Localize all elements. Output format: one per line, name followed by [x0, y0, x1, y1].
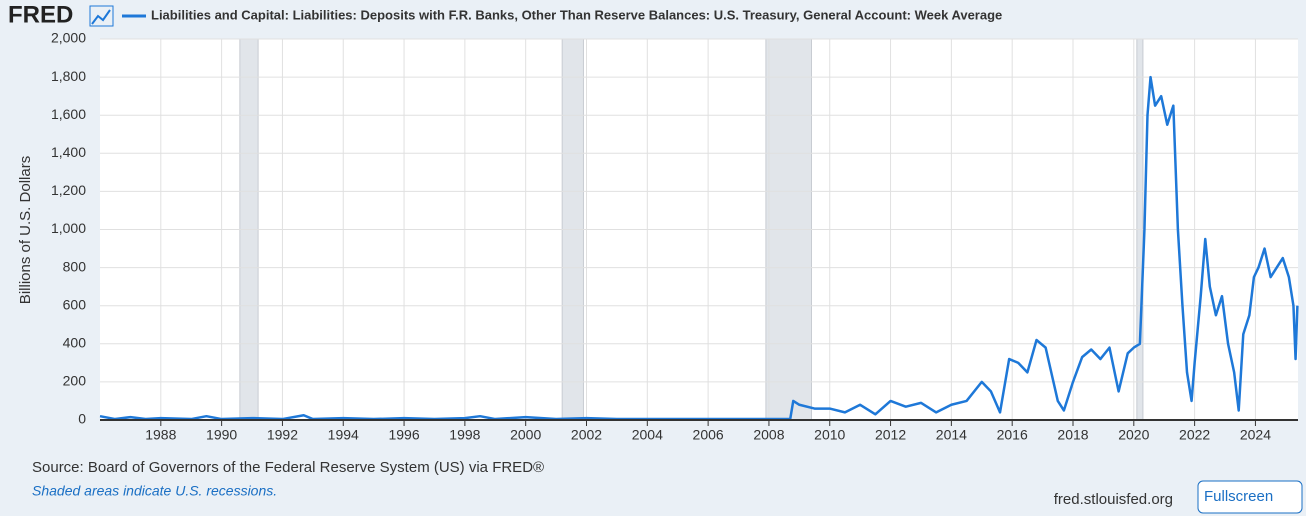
recession-note: Shaded areas indicate U.S. recessions. [32, 483, 277, 499]
x-tick-label: 1990 [206, 427, 237, 443]
y-tick-label: 1,400 [51, 144, 86, 160]
x-tick-label: 2006 [693, 427, 724, 443]
x-tick-label: 2024 [1240, 427, 1271, 443]
y-tick-label: 600 [63, 296, 87, 312]
fullscreen-button[interactable] [1197, 480, 1303, 514]
x-tick-label: 2010 [814, 427, 845, 443]
logo: FRED [8, 1, 73, 28]
x-tick-label: 2012 [875, 427, 906, 443]
y-tick-label: 0 [78, 411, 86, 427]
data-line [99, 75, 1299, 421]
logo-icon-frame [89, 5, 114, 27]
x-tick-label: 1996 [388, 427, 419, 443]
x-tick-label: 2018 [1057, 427, 1088, 443]
legend-entry: Liabilities and Capital: Liabilities: De… [151, 7, 1002, 22]
y-tick-label: 200 [63, 373, 87, 389]
x-tick-label: 1988 [145, 427, 176, 443]
y-tick-label: 2,000 [51, 30, 86, 46]
x-tick-label: 2022 [1179, 427, 1210, 443]
fullscreen-label[interactable]: Fullscreen [1204, 488, 1273, 505]
x-tick-label: 2008 [753, 427, 784, 443]
x-tick-label: 2014 [936, 427, 967, 443]
x-tick-label: 1992 [267, 427, 298, 443]
y-tick-label: 1,800 [51, 68, 86, 84]
source: Source: Board of Governors of the Federa… [32, 459, 544, 476]
y-axis-label: Billions of U.S. Dollars [17, 156, 34, 304]
site-link[interactable]: fred.stlouisfed.org [1054, 491, 1173, 508]
x-tick-label: 2000 [510, 427, 541, 443]
y-tick-label: 1,600 [51, 106, 86, 122]
y-tick-label: 400 [63, 335, 87, 351]
y-tick-label: 1,000 [51, 220, 86, 236]
y-tick-label: 1,200 [51, 182, 86, 198]
x-tick-label: 1994 [328, 427, 359, 443]
x-tick-label: 1998 [449, 427, 480, 443]
x-tick-label: 2002 [571, 427, 602, 443]
x-tick-label: 2020 [1118, 427, 1149, 443]
x-tick-label: 2016 [997, 427, 1028, 443]
logo-icon [91, 9, 111, 25]
x-tick-label: 2004 [632, 427, 663, 443]
y-tick-label: 800 [63, 258, 87, 274]
